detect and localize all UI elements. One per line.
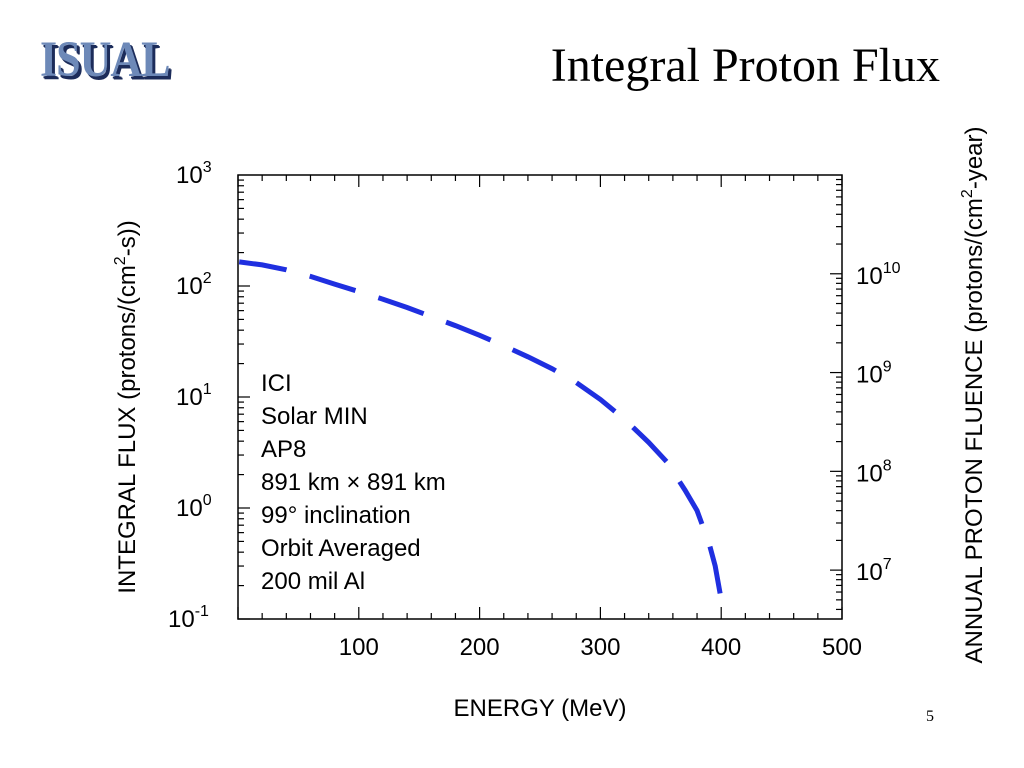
x-axis-title: ENERGY (MeV)	[454, 695, 627, 722]
flux-series-line	[238, 259, 724, 600]
x-tick-label: 300	[580, 634, 620, 661]
x-tick-label: 400	[701, 634, 741, 661]
y-tick-label: 102	[176, 270, 212, 300]
x-tick-label: 500	[822, 634, 862, 661]
page-number: 5	[926, 708, 934, 725]
annotation-line: Solar MIN	[261, 403, 368, 430]
annotation-line: 200 mil Al	[261, 568, 365, 595]
annotation-line: 891 km × 891 km	[261, 469, 446, 496]
annotation-line: Orbit Averaged	[261, 535, 421, 562]
x-tick-label: 100	[339, 634, 379, 661]
y2-axis-title: ANNUAL PROTON FLUENCE (protons/(cm2-year…	[959, 127, 988, 664]
y-tick-label: 101	[176, 381, 212, 411]
y-axis-title: INTEGRAL FLUX (protons/(cm2-s))	[112, 220, 141, 593]
y-tick-label: 10-1	[168, 603, 209, 633]
annotation-line: AP8	[261, 436, 306, 463]
annotation-line: ICI	[261, 370, 292, 397]
isual-logo: ISUAL	[40, 31, 170, 88]
y2-tick-label: 107	[856, 556, 892, 586]
annotation-line: 99° inclination	[261, 502, 411, 529]
y2-tick-label: 108	[856, 457, 892, 487]
y-tick-label: 100	[176, 492, 212, 522]
y2-tick-label: 109	[856, 359, 892, 389]
y2-tick-label: 1010	[856, 260, 901, 290]
x-tick-label: 200	[460, 634, 500, 661]
y-tick-label: 103	[176, 159, 212, 189]
slide-title: Integral Proton Flux	[550, 39, 940, 92]
